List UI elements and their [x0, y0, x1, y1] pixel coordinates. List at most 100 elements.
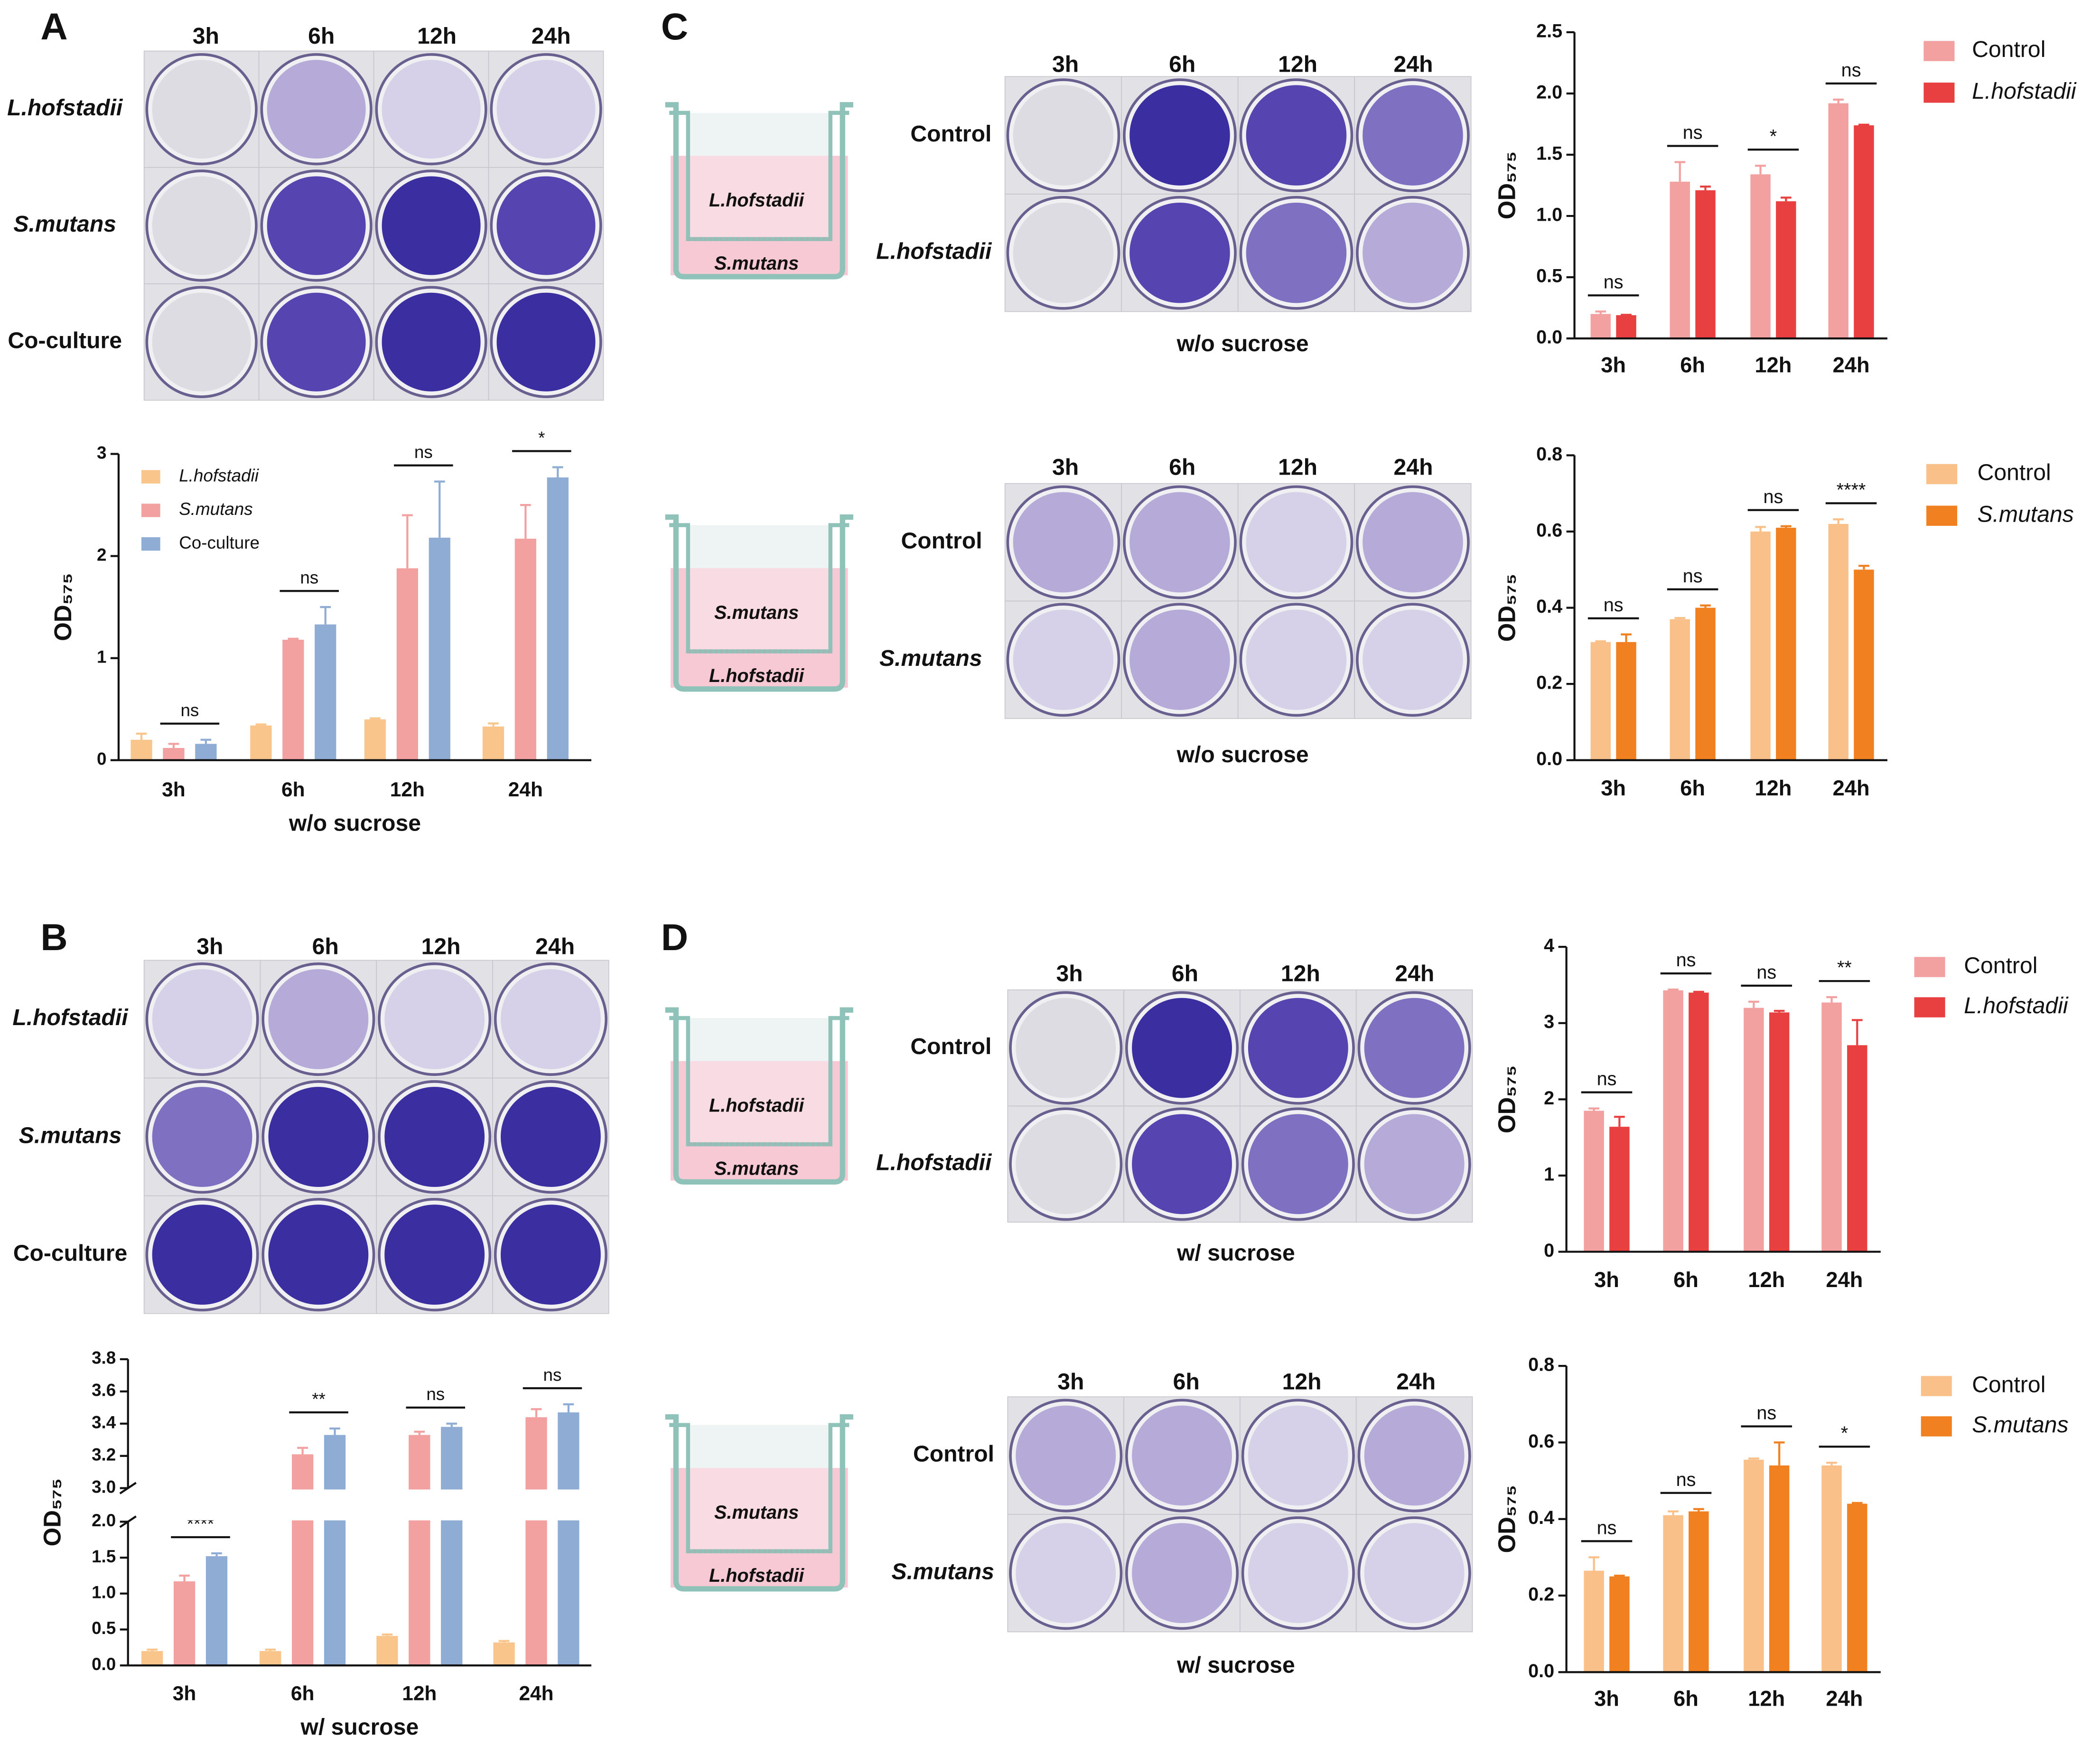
significance-label: ns — [1841, 60, 1861, 81]
well-wall — [665, 102, 853, 280]
well-biofilm — [268, 1087, 369, 1187]
well-biofilm — [501, 1087, 601, 1187]
bar — [1750, 531, 1771, 760]
panel-letter: D — [661, 916, 688, 958]
well-biofilm — [496, 176, 596, 275]
bar — [514, 539, 537, 760]
bar — [376, 1636, 398, 1666]
well-biofilm — [1248, 1114, 1348, 1214]
x-tick-label: 6h — [1680, 353, 1705, 377]
well-biofilm — [152, 1204, 252, 1305]
bar — [291, 1454, 314, 1666]
column-label: 24h — [1394, 454, 1433, 480]
significance-label: ns — [426, 1384, 445, 1404]
bar — [1847, 1045, 1867, 1252]
y-tick-label: 3.6 — [92, 1381, 116, 1400]
well-biofilm — [1364, 1405, 1465, 1506]
insert-bottom-label: L.hofstadii — [709, 1565, 804, 1586]
x-tick-label: 24h — [1826, 1687, 1863, 1711]
well-biofilm — [1013, 609, 1114, 710]
column-label: 12h — [1278, 454, 1317, 480]
bar — [1744, 1459, 1764, 1672]
column-label: 3h — [1057, 1369, 1084, 1395]
insert-bottom-label: L.hofstadii — [709, 665, 804, 686]
error-bar — [1748, 1000, 1759, 1008]
well-biofilm — [1364, 998, 1465, 1098]
y-tick-label: 0.8 — [1528, 1354, 1554, 1375]
bar — [525, 1417, 547, 1666]
legend-swatch — [1923, 41, 1955, 61]
row-label: Control — [913, 1441, 994, 1467]
error-bar — [1773, 1441, 1785, 1466]
well-biofilm — [1363, 202, 1463, 303]
well-biofilm — [1013, 202, 1114, 303]
legend-swatch — [1921, 1416, 1952, 1437]
panel-letter: C — [661, 5, 688, 47]
error-bar — [1852, 1502, 1863, 1504]
well-biofilm — [267, 60, 366, 159]
bar — [260, 1651, 281, 1666]
caption: w/o sucrose — [1176, 331, 1309, 356]
well-biofilm — [382, 176, 481, 275]
bar — [250, 725, 272, 760]
well-biofilm — [1132, 998, 1232, 1098]
well-biofilm — [1129, 85, 1230, 186]
y-tick-label: 0.6 — [1528, 1431, 1554, 1452]
bar — [1828, 103, 1848, 339]
well-biofilm — [1129, 202, 1230, 303]
y-axis-label: OD₅₇₅ — [1493, 574, 1520, 642]
significance-label: ** — [312, 1389, 326, 1409]
error-bar — [329, 1427, 340, 1435]
bar — [1689, 1511, 1709, 1672]
x-tick-label: 3h — [162, 778, 186, 801]
caption: w/ sucrose — [1176, 1240, 1295, 1266]
y-tick-label: 3.8 — [92, 1348, 116, 1368]
x-tick-label: 24h — [508, 778, 543, 801]
column-label: 12h — [421, 934, 461, 960]
well-biofilm — [382, 60, 481, 159]
significance-label: ns — [1597, 1517, 1617, 1538]
well-biofilm — [1016, 1114, 1116, 1214]
well-biofilm — [1132, 1523, 1232, 1624]
column-label: 24h — [1396, 1369, 1436, 1395]
legend-label: Control — [1978, 460, 2051, 486]
significance-label: ns — [1604, 595, 1624, 616]
y-tick-label: 0 — [97, 749, 106, 768]
bar — [429, 537, 450, 760]
y-tick-label: 1.5 — [1536, 143, 1562, 164]
insert-top-label: S.mutans — [714, 1502, 799, 1523]
y-tick-label: 0.0 — [92, 1654, 116, 1674]
x-tick-label: 12h — [1755, 776, 1792, 800]
x-tick-label: 12h — [1748, 1268, 1785, 1292]
bar — [1828, 523, 1848, 760]
legend-label: L.hofstadii — [1964, 993, 2069, 1018]
bar — [1689, 992, 1709, 1252]
legend-label: Control — [1972, 37, 2045, 62]
column-label: 24h — [1395, 961, 1434, 986]
significance-label: ns — [1604, 271, 1624, 292]
legend-swatch — [141, 504, 160, 517]
error-bar — [1674, 161, 1686, 182]
y-tick-label: 2 — [97, 545, 106, 564]
y-tick-label: 1.0 — [92, 1583, 116, 1602]
error-bar — [288, 637, 299, 640]
well-biofilm — [1129, 492, 1230, 593]
x-tick-label: 24h — [1833, 776, 1870, 800]
insert-bottom-label: S.mutans — [714, 1158, 799, 1179]
column-label: 24h — [532, 23, 571, 49]
x-tick-label: 24h — [1833, 353, 1870, 377]
insert-medium — [688, 156, 831, 239]
bar — [493, 1642, 515, 1666]
x-tick-label: 3h — [173, 1682, 196, 1705]
error-bar — [179, 1574, 190, 1582]
legend-swatch — [1923, 83, 1955, 103]
bar — [1590, 314, 1611, 339]
column-label: 24h — [1394, 51, 1433, 77]
error-bar — [1693, 990, 1704, 993]
well-biofilm — [152, 292, 251, 392]
error-bar — [414, 1430, 425, 1435]
column-label: 6h — [1169, 454, 1195, 480]
error-bar — [147, 1648, 158, 1651]
significance-label: ns — [543, 1365, 562, 1384]
